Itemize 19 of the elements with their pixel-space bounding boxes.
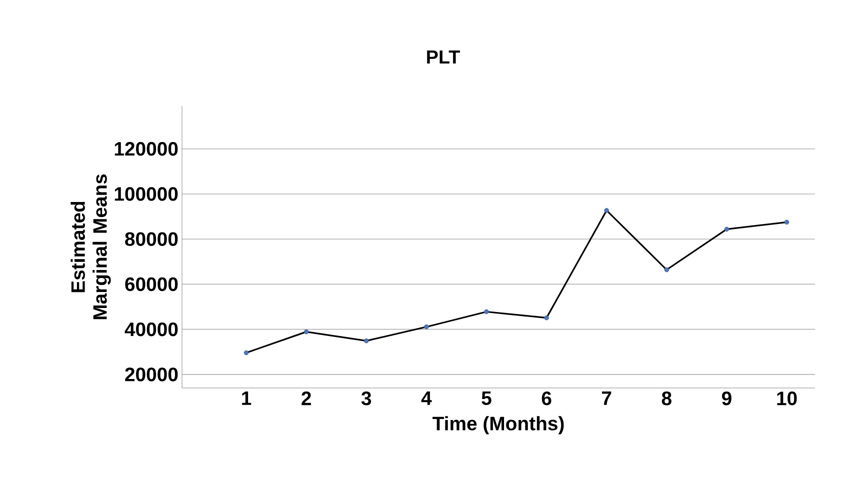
y-tick-label: 120000	[114, 142, 178, 156]
x-tick-label: 10	[777, 392, 797, 406]
x-tick-label: 6	[542, 392, 552, 406]
y-tick-label: 20000	[125, 368, 178, 382]
y-axis-title: Estimated Marginal Means	[70, 174, 111, 320]
x-tick-label: 9	[722, 392, 732, 406]
x-tick-label: 7	[602, 392, 612, 405]
y-tick-label: 80000	[125, 232, 178, 246]
y-tick-label: 60000	[125, 277, 178, 292]
x-axis-title: Time (Months)	[432, 416, 564, 434]
y-tick-label: 100000	[114, 187, 178, 201]
y-tick-label: 40000	[124, 322, 178, 336]
x-tick-label: 2	[302, 392, 311, 406]
x-tick-label: 4	[421, 392, 432, 405]
x-tick-label: 3	[361, 392, 372, 406]
chart-title: PLT	[427, 50, 460, 64]
x-tick-label: 1	[242, 392, 252, 405]
x-tick-label: 5	[482, 392, 492, 406]
x-tick-label: 8	[662, 392, 672, 406]
